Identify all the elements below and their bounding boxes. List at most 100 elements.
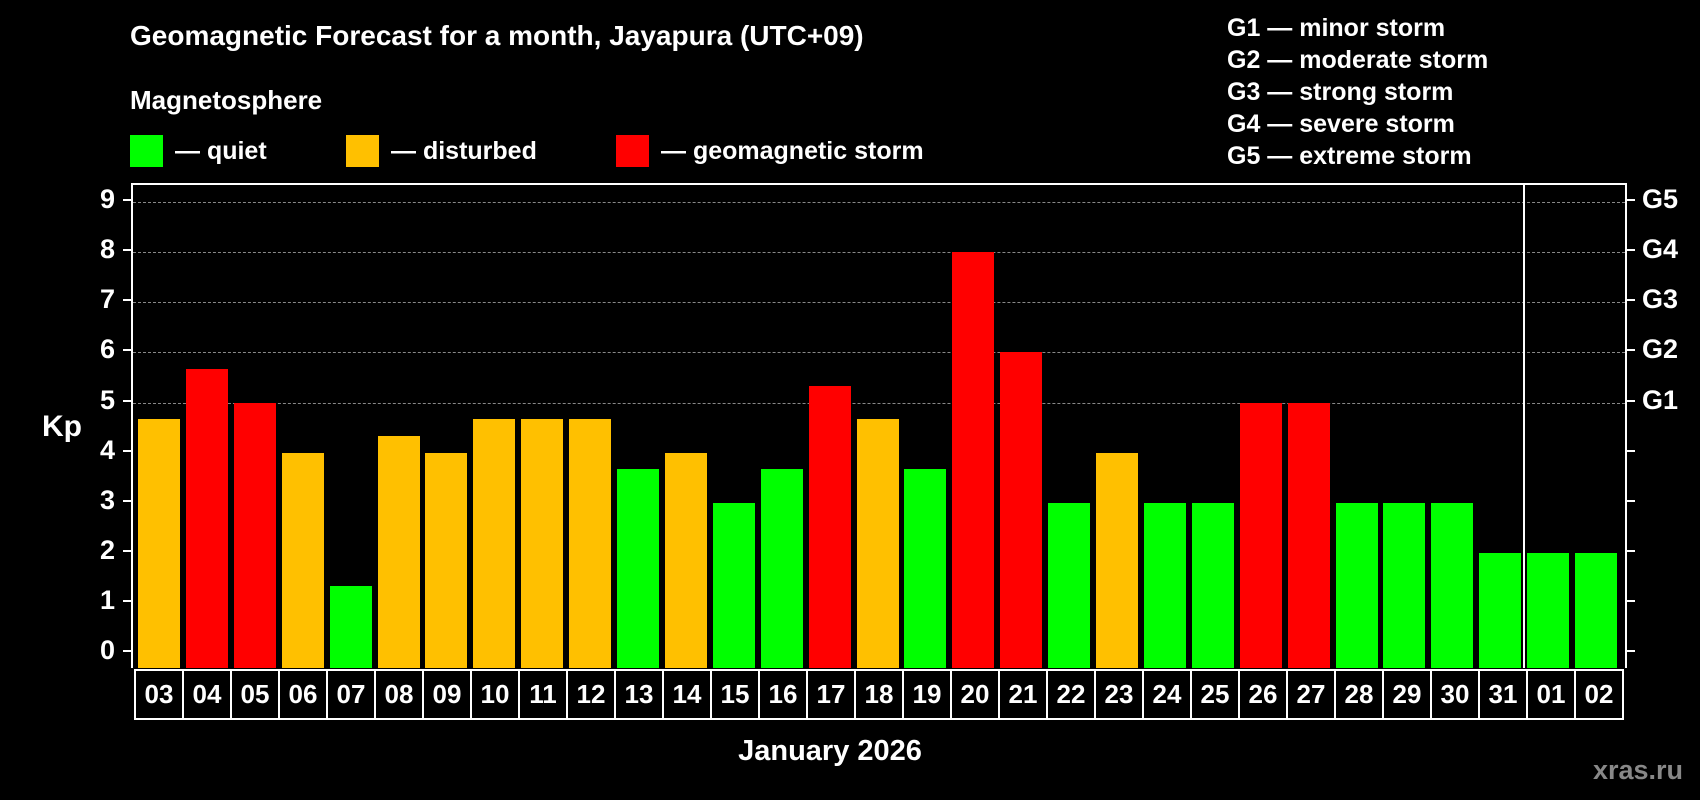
kp-bar-09 <box>425 452 468 668</box>
kp-bar-18 <box>856 419 899 668</box>
date-cell-12: 12 <box>568 671 616 718</box>
y-tick-mark <box>123 650 131 652</box>
y-tick-label: 4 <box>99 434 115 465</box>
kp-bar-02 <box>1575 552 1617 668</box>
date-cell-29: 29 <box>1384 671 1432 718</box>
y-tick-label: 8 <box>99 234 115 265</box>
y-axis-label: Kp <box>42 410 82 443</box>
y-tick-mark <box>123 449 131 452</box>
date-cell-15: 15 <box>712 671 760 718</box>
date-cell-04: 04 <box>184 671 232 718</box>
g-tick-mark <box>1627 650 1635 652</box>
date-cell-13: 13 <box>616 671 664 718</box>
date-cell-10: 10 <box>472 671 520 718</box>
date-cell-05: 05 <box>232 671 280 718</box>
legend-label: — quiet <box>175 136 267 165</box>
y-tick-mark <box>123 599 131 602</box>
y-tick-label: 6 <box>99 334 115 365</box>
y-tick-label: 0 <box>99 635 115 665</box>
date-cell-06: 06 <box>280 671 328 718</box>
g-tick-label: G4 <box>1642 234 1679 265</box>
gridline <box>133 252 1625 254</box>
kp-bar-29 <box>1383 502 1426 668</box>
g-tick-mark <box>1627 399 1635 402</box>
kp-bar-11 <box>521 419 564 668</box>
y-tick-mark <box>123 399 131 402</box>
kp-bar-01 <box>1527 552 1570 668</box>
kp-bar-24 <box>1143 502 1186 668</box>
y-tick-label: 5 <box>99 384 115 415</box>
g-tick-mark <box>1627 199 1635 202</box>
legend-title: Magnetosphere <box>130 85 323 115</box>
kp-bar-06 <box>281 452 324 668</box>
kp-bar-26 <box>1239 402 1282 668</box>
date-cell-22: 22 <box>1048 671 1096 718</box>
y-tick-label: 7 <box>99 284 115 315</box>
storm-swatch <box>616 135 649 167</box>
kp-bar-21 <box>1000 352 1043 668</box>
date-cell-08: 08 <box>376 671 424 718</box>
kp-bar-27 <box>1287 402 1330 668</box>
kp-bar-30 <box>1431 502 1474 668</box>
g-scale-list: G1 — minor storm G2 — moderate storm G3 … <box>1227 12 1488 172</box>
g-tick-mark <box>1627 599 1635 602</box>
kp-bar-17 <box>808 385 851 668</box>
date-cell-27: 27 <box>1288 671 1336 718</box>
kp-bar-15 <box>712 502 755 668</box>
kp-bar-20 <box>952 252 995 668</box>
kp-bar-25 <box>1191 502 1234 668</box>
date-cell-07: 07 <box>328 671 376 718</box>
watermark: xras.ru <box>1592 755 1683 785</box>
date-cell-18: 18 <box>856 671 904 718</box>
g-tick-mark <box>1627 299 1635 302</box>
date-cell-03: 03 <box>136 671 184 718</box>
y-tick-mark <box>123 199 131 202</box>
kp-bar-12 <box>569 419 612 668</box>
y-tick-mark <box>123 249 131 252</box>
legend-item-storm: — geomagnetic storm <box>616 135 924 167</box>
date-cell-23: 23 <box>1096 671 1144 718</box>
kp-bar-28 <box>1335 502 1378 668</box>
kp-bar-07 <box>329 586 372 668</box>
gridline <box>133 402 1625 404</box>
kp-bar-23 <box>1096 452 1138 668</box>
g-tick-label: G1 <box>1642 384 1679 415</box>
date-cell-14: 14 <box>664 671 712 718</box>
g-tick-mark <box>1627 349 1635 352</box>
g-tick-mark <box>1627 549 1635 552</box>
kp-bar-05 <box>233 402 276 668</box>
kp-bar-16 <box>760 469 803 668</box>
quiet-swatch <box>130 135 163 167</box>
g-tick-mark <box>1627 449 1635 452</box>
date-cell-20: 20 <box>952 671 1000 718</box>
date-row: 03 04 05 06 07 08 09 10 11 12 13 14 15 16 17 18 19 20 21 22… <box>134 669 1624 720</box>
plot-area <box>131 183 1627 668</box>
gridline <box>133 302 1625 304</box>
gridline <box>133 202 1625 204</box>
y-tick-mark <box>123 299 131 302</box>
date-cell-24: 24 <box>1144 671 1192 718</box>
y-tick-mark <box>123 499 131 502</box>
chart-title: Geomagnetic Forecast for a month, Jayapu… <box>130 20 864 51</box>
kp-bar-08 <box>377 436 420 668</box>
g-tick-mark <box>1627 249 1635 252</box>
y-tick-mark <box>123 549 131 552</box>
month-divider <box>1523 185 1526 668</box>
g-tick-label: G2 <box>1642 334 1679 365</box>
date-cell-09: 09 <box>424 671 472 718</box>
date-cell-16: 16 <box>760 671 808 718</box>
kp-bar-10 <box>473 419 516 668</box>
y-tick-label: 1 <box>99 584 115 615</box>
legend-label: — geomagnetic storm <box>661 136 924 165</box>
kp-bar-22 <box>1048 502 1091 668</box>
y-tick-label: 9 <box>99 184 115 215</box>
gridline <box>133 352 1625 354</box>
kp-bar-19 <box>904 469 947 668</box>
y-tick-label: 3 <box>99 484 115 515</box>
y-tick-label: 2 <box>99 534 115 565</box>
date-cell-02: 02 <box>1584 679 1614 709</box>
g-scale-item: G2 — moderate storm <box>1227 46 1489 74</box>
y-tick-mark <box>123 349 131 352</box>
kp-bar-13 <box>617 469 659 668</box>
kp-bar-14 <box>664 452 707 668</box>
